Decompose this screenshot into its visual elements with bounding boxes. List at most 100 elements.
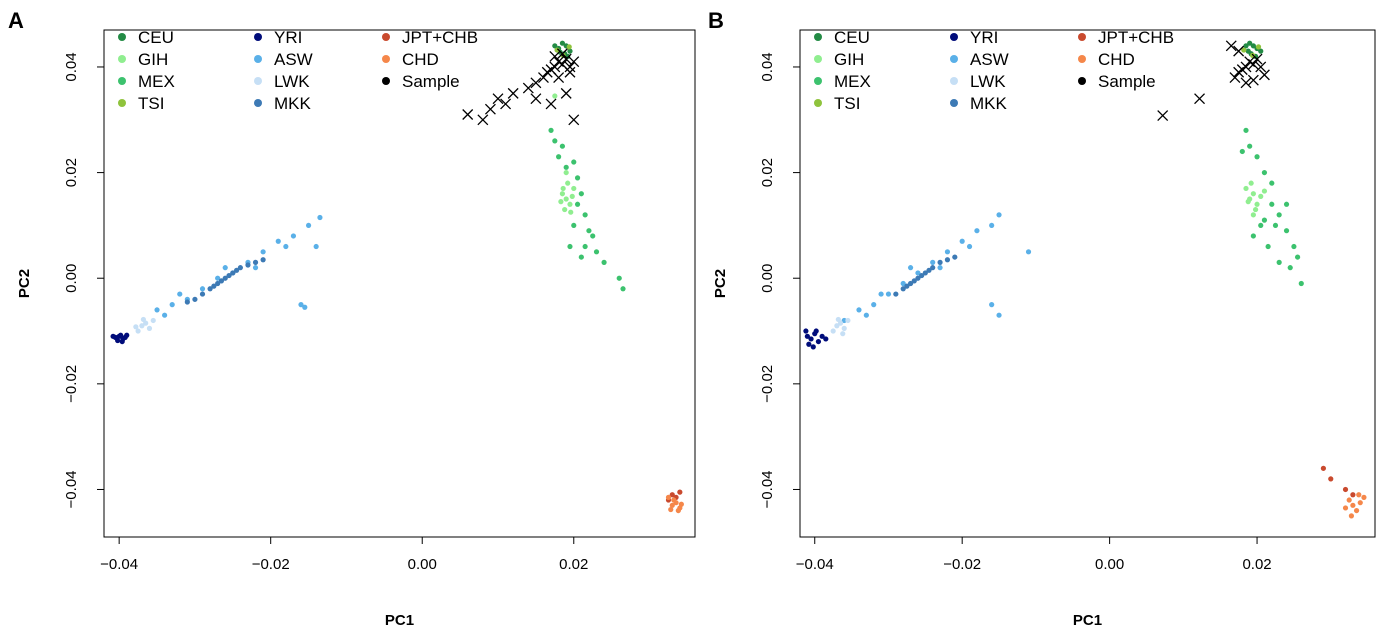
point-asw xyxy=(298,302,304,308)
legend-label: CHD xyxy=(1098,50,1135,69)
legend-marker xyxy=(254,77,262,85)
point-mkk xyxy=(245,262,251,268)
x-tick-label: −0.02 xyxy=(252,556,290,573)
point-sample xyxy=(1233,45,1245,57)
point-ceu xyxy=(1258,48,1264,54)
point-mex xyxy=(556,154,562,160)
point-gih xyxy=(1252,206,1259,213)
plot-frame xyxy=(103,29,696,538)
point-mex xyxy=(590,233,596,239)
point-asw xyxy=(302,304,308,310)
point-lwk xyxy=(135,328,141,334)
point-sample xyxy=(1255,61,1267,73)
point-mex xyxy=(586,228,592,234)
point-lwk xyxy=(845,317,851,324)
legend-label: Sample xyxy=(402,72,460,91)
point-mex xyxy=(593,249,600,255)
point-mex xyxy=(574,175,581,181)
legend-marker xyxy=(950,55,958,63)
x-tick-label: 0.00 xyxy=(408,556,437,573)
y-tick-label: 0.02 xyxy=(63,158,80,187)
point-mex xyxy=(1276,212,1282,218)
point-chd xyxy=(1348,513,1355,519)
point-mex xyxy=(571,222,577,229)
point-gih xyxy=(568,209,574,215)
legend-marker xyxy=(950,77,958,85)
point-mex xyxy=(552,138,558,144)
legend-label: JPT+CHB xyxy=(1098,28,1174,47)
point-asw xyxy=(169,302,175,308)
point-gih xyxy=(569,193,575,199)
point-asw xyxy=(989,222,995,229)
panel-a: A −0.04 −0.02 0.00 0.02 −0.04 −0.02 0.00 0.02 0.0… xyxy=(8,8,696,629)
point-yri xyxy=(115,337,121,344)
point-ceu xyxy=(552,43,558,49)
point-mex xyxy=(620,286,626,292)
x-tick-label: −0.04 xyxy=(100,556,138,573)
point-chd xyxy=(1342,505,1349,511)
point-mex xyxy=(1269,180,1275,186)
point-mkk xyxy=(237,265,243,271)
point-gih xyxy=(563,169,569,176)
point-gih xyxy=(1245,199,1251,205)
point-mex xyxy=(1261,169,1268,176)
point-ceu xyxy=(1245,48,1251,54)
point-asw xyxy=(275,238,281,244)
point-gih xyxy=(1248,180,1254,186)
point-asw xyxy=(989,302,995,308)
point-mkk xyxy=(192,296,198,302)
y-tick-label: 0.00 xyxy=(63,264,80,293)
legend-marker xyxy=(814,33,822,41)
point-yri xyxy=(808,336,814,342)
point-sample xyxy=(522,82,534,94)
point-sample xyxy=(462,109,474,120)
point-gih xyxy=(1243,185,1249,192)
point-yri xyxy=(806,341,812,347)
point-mkk xyxy=(184,299,190,305)
point-mkk xyxy=(926,267,932,273)
point-jpt-chb xyxy=(1342,486,1349,493)
point-chd xyxy=(678,501,684,507)
legend-label: MKK xyxy=(970,94,1008,113)
legend-marker xyxy=(382,55,390,63)
legend-label: MEX xyxy=(834,72,871,91)
point-ceu xyxy=(1247,40,1253,46)
point-asw xyxy=(290,233,297,239)
point-mex xyxy=(548,127,554,133)
point-sample xyxy=(1157,110,1169,122)
point-mkk xyxy=(252,259,259,265)
point-mkk xyxy=(226,272,232,279)
legend-label: YRI xyxy=(274,28,302,47)
point-yri xyxy=(110,333,116,339)
point-yri xyxy=(119,338,125,345)
x-axis-title: PC1 xyxy=(385,612,414,629)
point-chd xyxy=(1356,492,1362,498)
point-mkk xyxy=(230,270,236,276)
point-mkk xyxy=(893,291,899,297)
point-mex xyxy=(1250,233,1256,239)
point-mkk xyxy=(952,254,958,260)
legend-marker xyxy=(814,99,822,107)
point-mkk xyxy=(211,283,217,289)
legend-label: CHD xyxy=(402,50,439,69)
point-asw xyxy=(907,265,914,271)
point-chd xyxy=(675,507,681,514)
point-sample xyxy=(477,114,489,126)
point-sample xyxy=(1251,53,1263,65)
point-mkk xyxy=(215,280,221,287)
point-sample xyxy=(492,93,504,105)
point-sample xyxy=(538,72,549,83)
legend-marker xyxy=(382,77,390,85)
panel-label: B xyxy=(708,8,724,33)
legend-marker xyxy=(118,99,126,107)
point-asw xyxy=(305,222,312,229)
point-sample xyxy=(553,72,565,83)
legend-label: LWK xyxy=(274,72,310,91)
point-gih xyxy=(563,196,569,202)
legend-marker xyxy=(814,77,822,85)
point-mex xyxy=(1269,201,1275,207)
point-lwk xyxy=(830,328,836,334)
point-mkk xyxy=(922,270,928,276)
point-sample xyxy=(507,87,519,99)
legend-marker xyxy=(382,33,390,41)
